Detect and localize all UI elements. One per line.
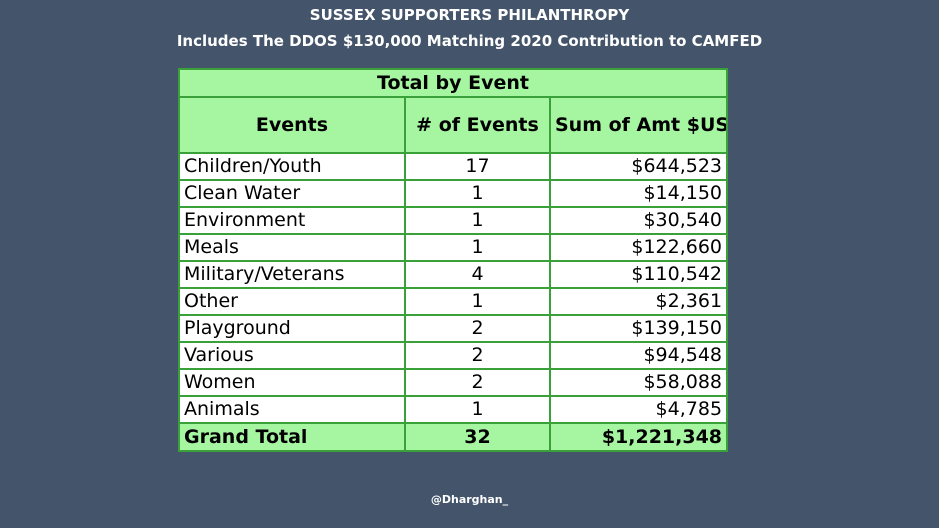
row-category: Animals bbox=[178, 395, 406, 424]
row-category: Playground bbox=[178, 314, 406, 343]
row-category: Environment bbox=[178, 206, 406, 235]
column-header-amount: Sum of Amt $USD bbox=[548, 96, 729, 154]
table-row: Military/Veterans 4 $110,542 bbox=[178, 260, 729, 289]
row-count: 2 bbox=[404, 314, 551, 343]
table-row: Playground 2 $139,150 bbox=[178, 314, 729, 343]
row-amount: $2,361 bbox=[548, 287, 729, 316]
row-count: 1 bbox=[404, 395, 551, 424]
row-amount: $58,088 bbox=[548, 368, 729, 397]
row-category: Children/Youth bbox=[178, 152, 406, 181]
pivot-table: Total by Event Events # of Events Sum of… bbox=[177, 68, 729, 452]
row-category: Meals bbox=[178, 233, 406, 262]
table-row: Animals 1 $4,785 bbox=[178, 395, 729, 424]
row-amount: $110,542 bbox=[548, 260, 729, 289]
table-title-row: Total by Event bbox=[177, 68, 729, 98]
column-header-count: # of Events bbox=[404, 96, 551, 154]
row-count: 1 bbox=[404, 233, 551, 262]
row-count: 4 bbox=[404, 260, 551, 289]
grand-total-label: Grand Total bbox=[178, 422, 406, 452]
column-header-events: Events bbox=[178, 96, 406, 154]
row-category: Military/Veterans bbox=[178, 260, 406, 289]
table-row: Children/Youth 17 $644,523 bbox=[178, 152, 729, 181]
grand-total-count: 32 bbox=[404, 422, 551, 452]
row-amount: $122,660 bbox=[548, 233, 729, 262]
row-amount: $94,548 bbox=[548, 341, 729, 370]
row-category: Other bbox=[178, 287, 406, 316]
row-amount: $644,523 bbox=[548, 152, 729, 181]
table-row: Various 2 $94,548 bbox=[178, 341, 729, 370]
row-count: 1 bbox=[404, 206, 551, 235]
row-amount: $14,150 bbox=[548, 179, 729, 208]
table-header-row: Events # of Events Sum of Amt $USD bbox=[178, 96, 729, 154]
row-amount: $139,150 bbox=[548, 314, 729, 343]
page-title: SUSSEX SUPPORTERS PHILANTHROPY bbox=[309, 6, 630, 24]
row-count: 2 bbox=[404, 341, 551, 370]
row-count: 17 bbox=[404, 152, 551, 181]
row-category: Women bbox=[178, 368, 406, 397]
page-subtitle: Includes The DDOS $130,000 Matching 2020… bbox=[176, 32, 763, 50]
table-row: Environment 1 $30,540 bbox=[178, 206, 729, 235]
row-count: 2 bbox=[404, 368, 551, 397]
table-row: Other 1 $2,361 bbox=[178, 287, 729, 316]
row-category: Various bbox=[178, 341, 406, 370]
table-title: Total by Event bbox=[177, 68, 729, 98]
row-count: 1 bbox=[404, 287, 551, 316]
row-amount: $4,785 bbox=[548, 395, 729, 424]
table-row: Meals 1 $122,660 bbox=[178, 233, 729, 262]
row-count: 1 bbox=[404, 179, 551, 208]
grand-total-amount: $1,221,348 bbox=[548, 422, 729, 452]
table-row: Clean Water 1 $14,150 bbox=[178, 179, 729, 208]
row-amount: $30,540 bbox=[548, 206, 729, 235]
credit-label: @Dharghan_ bbox=[430, 493, 509, 506]
row-category: Clean Water bbox=[178, 179, 406, 208]
grand-total-row: Grand Total 32 $1,221,348 bbox=[178, 422, 729, 452]
table-row: Women 2 $58,088 bbox=[178, 368, 729, 397]
